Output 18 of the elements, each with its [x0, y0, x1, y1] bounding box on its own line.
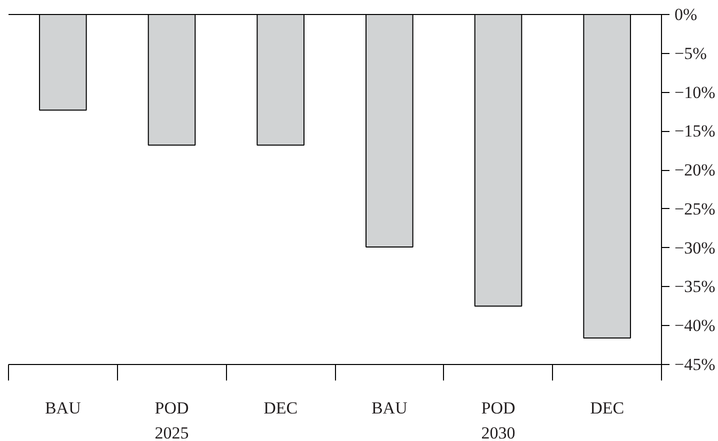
- text: 2030: [481, 424, 516, 441]
- x-tick-label: BAU: [44, 398, 81, 418]
- y-tick-label: −15%: [674, 122, 716, 141]
- x-tick-label: POD: [154, 398, 189, 418]
- y-tick-label: −40%: [674, 316, 716, 336]
- x-tick-label: DEC: [590, 398, 624, 418]
- x-tick-label: POD: [481, 398, 516, 418]
- y-tick-label: −10%: [674, 82, 716, 102]
- text: 2025: [154, 424, 189, 441]
- y-tick-label: −25%: [674, 199, 716, 218]
- x-tick-label: BAU: [371, 398, 408, 418]
- y-tick-label: −30%: [674, 238, 716, 258]
- y-tick-label: −35%: [674, 277, 716, 296]
- y-tick-label: −20%: [674, 160, 716, 180]
- x-tick-label: DEC: [264, 398, 298, 418]
- y-tick-label: −5%: [674, 44, 707, 63]
- y-tick-label: 0%: [674, 5, 698, 24]
- y-tick-label: −45%: [674, 355, 716, 374]
